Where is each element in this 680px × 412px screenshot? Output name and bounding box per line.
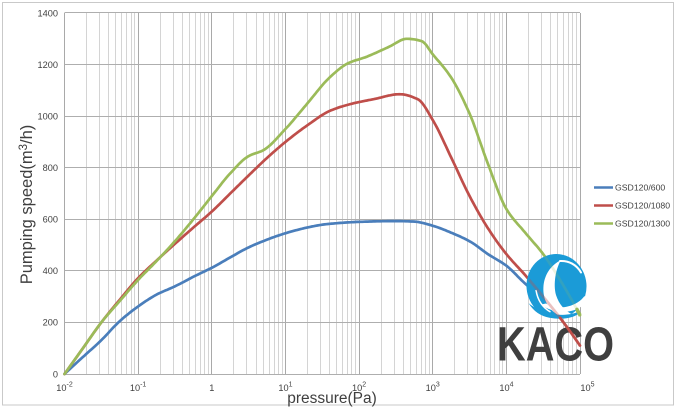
- svg-text:600: 600: [43, 215, 58, 225]
- svg-text:200: 200: [43, 318, 58, 328]
- svg-text:GSD120/1080: GSD120/1080: [615, 201, 670, 211]
- svg-text:10-1: 10-1: [130, 382, 147, 394]
- svg-text:10-2: 10-2: [56, 382, 73, 394]
- svg-text:104: 104: [499, 382, 513, 394]
- svg-text:pressure(Pa): pressure(Pa): [287, 390, 377, 407]
- svg-text:0: 0: [53, 369, 58, 379]
- svg-text:1: 1: [209, 383, 214, 393]
- svg-text:Pumping speed(m3/h): Pumping speed(m3/h): [18, 125, 36, 285]
- svg-text:400: 400: [43, 266, 58, 276]
- svg-text:1200: 1200: [38, 60, 58, 70]
- svg-text:103: 103: [426, 382, 440, 394]
- svg-text:KACO: KACO: [497, 318, 614, 372]
- svg-text:105: 105: [580, 382, 594, 394]
- svg-text:800: 800: [43, 163, 58, 173]
- svg-text:1400: 1400: [38, 8, 58, 18]
- svg-text:102: 102: [352, 382, 366, 394]
- svg-text:1000: 1000: [38, 111, 58, 121]
- svg-text:101: 101: [278, 382, 292, 394]
- svg-text:GSD120/1300: GSD120/1300: [615, 219, 670, 229]
- svg-text:GSD120/600: GSD120/600: [615, 183, 665, 193]
